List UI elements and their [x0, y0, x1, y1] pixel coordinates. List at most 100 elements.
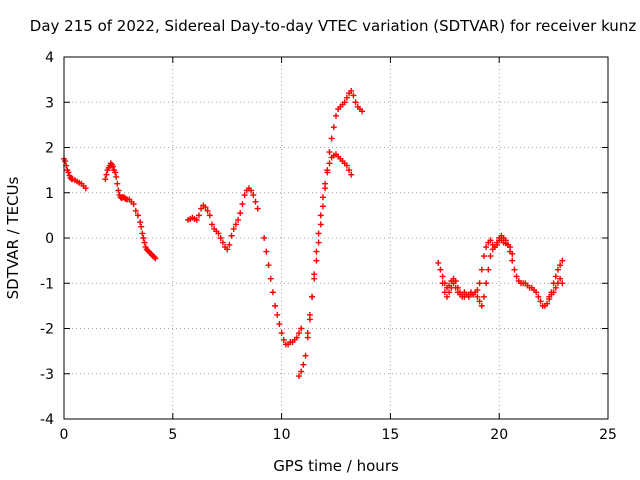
data-point [343, 162, 350, 169]
data-point [509, 257, 516, 264]
data-point [250, 192, 257, 199]
data-point [224, 246, 231, 253]
data-point [208, 221, 215, 228]
y-tick-label: -2 [40, 322, 54, 338]
data-point [315, 230, 322, 237]
data-point [62, 158, 69, 165]
data-point [544, 300, 551, 307]
data-point [476, 298, 483, 305]
data-point [296, 330, 303, 337]
data-point [296, 373, 303, 380]
data-point [502, 237, 509, 244]
data-point [341, 99, 348, 106]
data-point [554, 266, 561, 273]
data-point [348, 87, 355, 94]
data-point [198, 205, 205, 212]
data-point [496, 237, 503, 244]
data-point [302, 352, 309, 359]
x-tick-label: 10 [273, 427, 291, 443]
data-point [263, 248, 270, 255]
data-point [437, 266, 444, 273]
data-point [193, 216, 200, 223]
data-point [319, 203, 326, 210]
data-point [476, 280, 483, 287]
data-point [315, 239, 322, 246]
data-point [480, 293, 487, 300]
data-point [507, 244, 514, 251]
data-point [328, 135, 335, 142]
data-point [265, 262, 272, 269]
data-point [480, 253, 487, 260]
data-point [537, 298, 544, 305]
data-point [487, 253, 494, 260]
data-point [237, 210, 244, 217]
data-point [350, 92, 357, 99]
data-point [206, 212, 213, 219]
data-point [267, 275, 274, 282]
x-tick-label: 5 [168, 427, 177, 443]
data-point [226, 241, 233, 248]
data-point [137, 219, 144, 226]
data-point [306, 311, 313, 318]
data-point [113, 173, 120, 180]
data-point [330, 124, 337, 131]
data-point [152, 255, 159, 262]
data-point [452, 284, 459, 291]
data-point [138, 223, 145, 230]
data-point [485, 266, 492, 273]
data-point [513, 273, 520, 280]
data-point [359, 108, 366, 115]
data-point [130, 201, 137, 208]
data-point [472, 289, 479, 296]
data-point [552, 284, 559, 291]
data-point [139, 230, 146, 237]
data-point [319, 194, 326, 201]
plot-frame [63, 56, 609, 420]
data-point [280, 336, 287, 343]
data-point [109, 163, 116, 170]
y-tick-label: 3 [45, 95, 54, 111]
data-point [439, 273, 446, 280]
data-point [435, 259, 442, 266]
data-point [487, 237, 494, 244]
data-point [202, 204, 209, 211]
data-point [450, 280, 457, 287]
data-point [114, 180, 121, 187]
y-tick-label: 0 [45, 231, 54, 247]
data-point [552, 273, 559, 280]
data-point [535, 293, 542, 300]
data-point [474, 293, 481, 300]
data-point [235, 216, 242, 223]
data-point [557, 262, 564, 269]
data-point [511, 266, 518, 273]
x-tick-label: 25 [599, 427, 617, 443]
data-point [215, 230, 222, 237]
chart-title: Day 215 of 2022, Sidereal Day-to-day VTE… [30, 17, 637, 35]
x-tick-label: 15 [381, 427, 399, 443]
data-point [298, 368, 305, 375]
y-tick-label: -3 [40, 367, 54, 383]
data-point [300, 361, 307, 368]
data-point [483, 280, 490, 287]
data-point [311, 275, 318, 282]
data-point [478, 266, 485, 273]
data-point [103, 171, 110, 178]
data-point [219, 239, 226, 246]
x-tick-label: 20 [490, 427, 508, 443]
data-point [261, 235, 268, 241]
data-point [204, 207, 211, 214]
data-point [115, 187, 122, 194]
data-point [241, 192, 248, 199]
data-point [478, 302, 485, 309]
data-point [324, 167, 331, 174]
data-point [346, 167, 353, 174]
data-point [348, 171, 355, 178]
data-point [293, 334, 300, 341]
data-point [254, 205, 261, 212]
data-point [509, 250, 516, 257]
data-point [134, 212, 141, 219]
data-point [252, 198, 259, 205]
data-point [559, 257, 566, 264]
data-point [317, 221, 324, 228]
